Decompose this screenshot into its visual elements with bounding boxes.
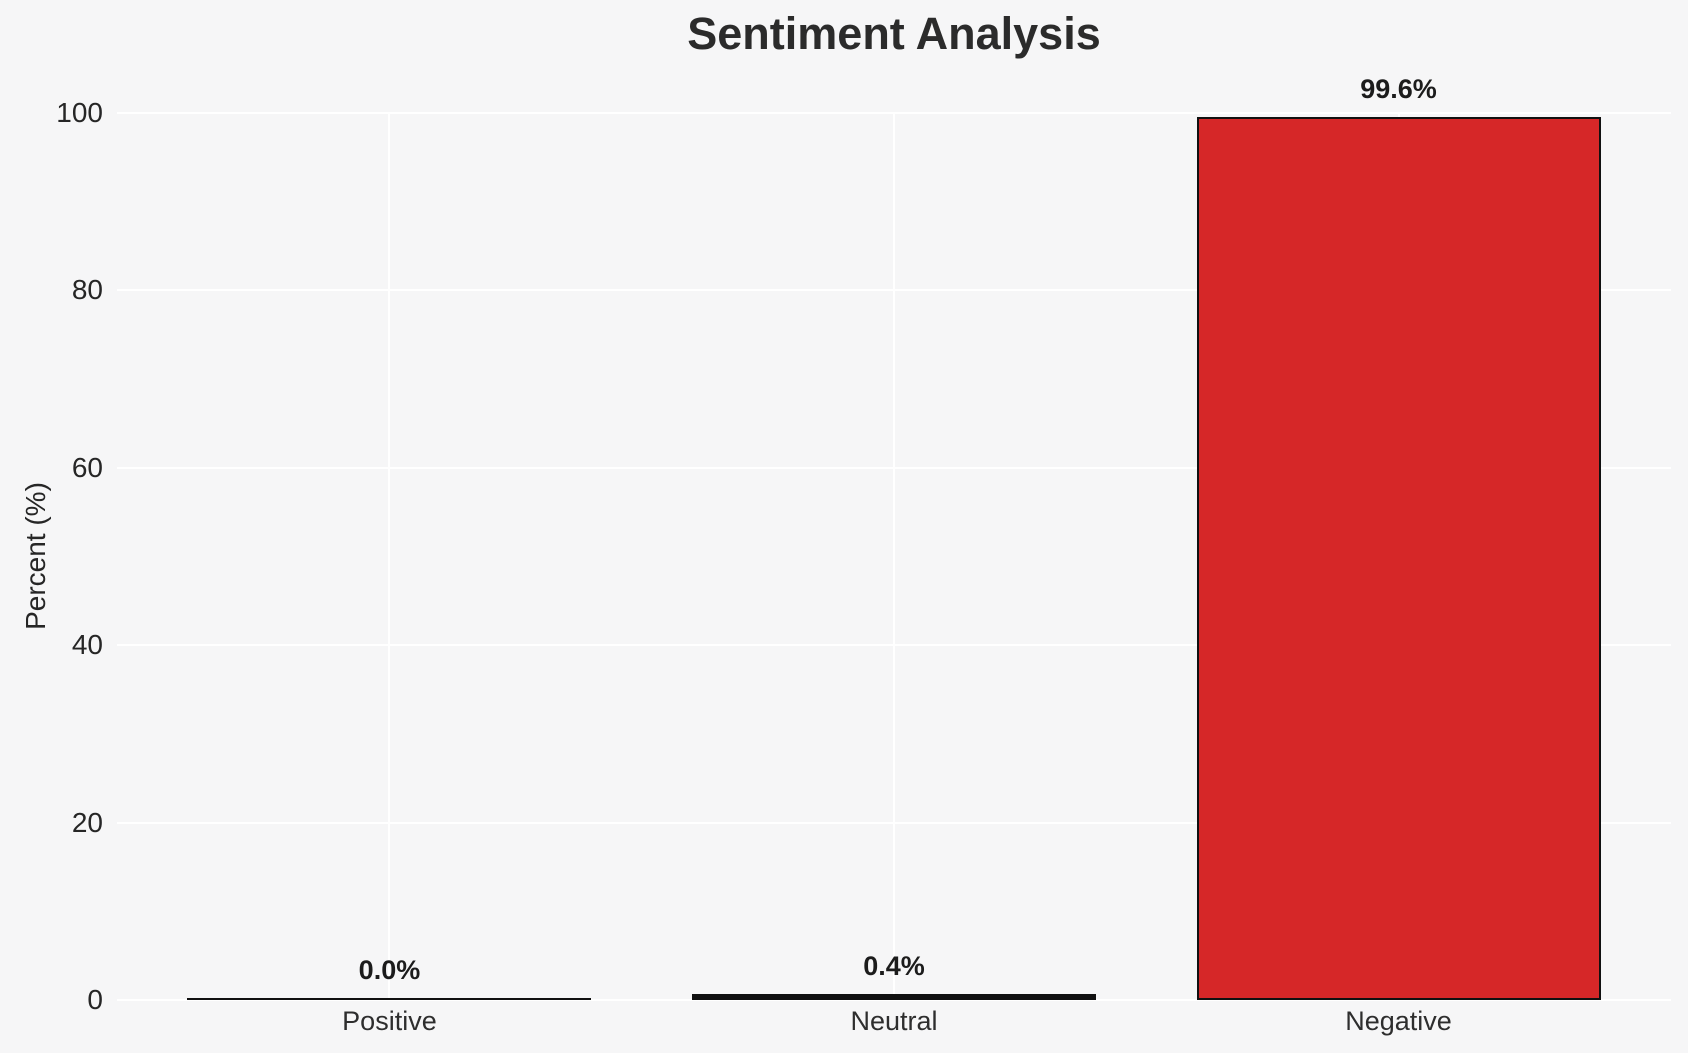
x-tick-label-negative: Negative [1345,1006,1452,1036]
chart-title: Sentiment Analysis [687,8,1101,59]
bar-value-label: 99.6% [1360,73,1437,104]
y-tick-label: 0 [87,984,103,1015]
y-tick-label: 80 [71,274,103,306]
h-gridline [117,999,1671,1001]
y-axis-label: Percent (%) [20,482,51,630]
x-tick-label-neutral: Neutral [850,1006,938,1036]
y-tick-label: 20 [71,806,103,838]
plot-area: 0.0% 0.4% 99.6% [117,74,1671,1001]
bar-value-label: 0.4% [863,950,925,981]
v-gridline [388,113,391,1000]
bar-value-label: 0.0% [358,954,421,985]
y-tick-label: 100 [56,97,103,128]
y-tick-label: 40 [71,629,103,661]
bar-negative [1196,116,1601,1000]
y-tick-label: 60 [71,451,103,483]
bar-neutral [692,993,1096,1000]
v-gridline [893,113,895,1000]
bar-positive [187,997,592,1000]
x-tick-label-positive: Positive [342,1006,437,1036]
